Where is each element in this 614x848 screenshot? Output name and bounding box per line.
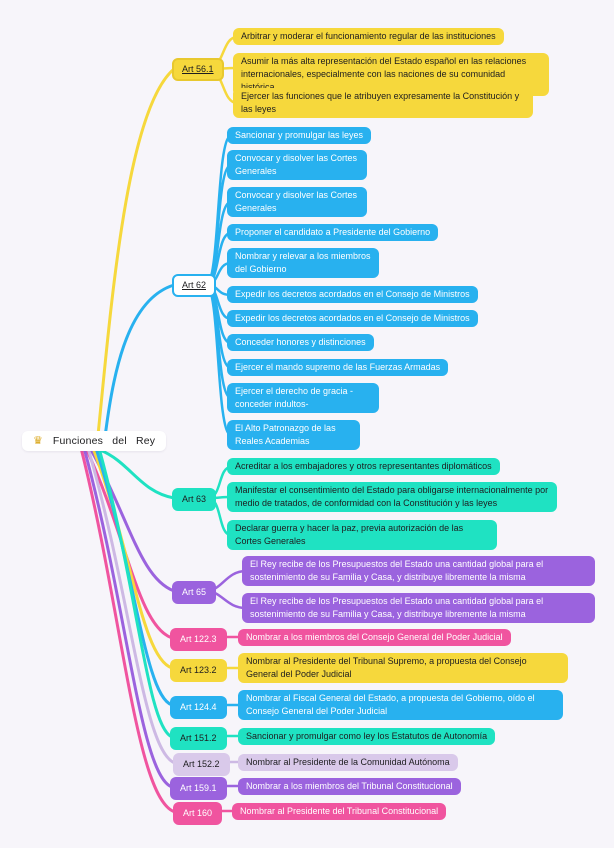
node-art159-child[interactable]: Nombrar a los miembros del Tribunal Cons… xyxy=(238,778,461,795)
connector-root-art122 xyxy=(84,446,174,640)
node-art123-child[interactable]: Nombrar al Presidente del Tribunal Supre… xyxy=(238,653,568,683)
node-art151-child[interactable]: Sancionar y promulgar como ley los Estat… xyxy=(238,728,496,745)
branch-label-art-56-1[interactable]: Art 56.1 xyxy=(172,58,224,81)
node-art62-child-4[interactable]: Proponer el candidato a Presidente del G… xyxy=(227,224,439,241)
node-art152-child[interactable]: Nombrar al Presidente de la Comunidad Au… xyxy=(238,754,458,771)
node-art62-child-1[interactable]: Sancionar y promulgar las leyes xyxy=(227,127,372,144)
connector-root-art151 xyxy=(97,446,174,739)
node-art62-child-10[interactable]: Ejercer el derecho de gracia -conceder i… xyxy=(227,383,379,413)
node-art56-child-3[interactable]: Ejercer las funciones que le atribuyen e… xyxy=(233,88,533,118)
connector-root-art159 xyxy=(82,446,174,789)
node-art62-child-7[interactable]: Expedir los decretos acordados en el Con… xyxy=(227,310,478,327)
node-art62-child-2[interactable]: Convocar y disolver las Cortes Generales xyxy=(227,150,367,180)
node-art65-child-1[interactable]: El Rey recibe de los Presupuestos del Es… xyxy=(242,556,595,586)
branch-label-art-152-2[interactable]: Art 152.2 xyxy=(173,753,230,776)
connector-art62-child xyxy=(204,283,233,437)
node-art122-child[interactable]: Nombrar a los miembros del Consejo Gener… xyxy=(238,629,511,646)
branch-label-art-151-2[interactable]: Art 151.2 xyxy=(170,727,227,750)
node-art63-child-2[interactable]: Manifestar el consentimiento del Estado … xyxy=(227,482,557,512)
branch-label-art-65[interactable]: Art 65 xyxy=(172,581,217,604)
node-art63-child-3[interactable]: Declarar guerra y hacer la paz, previa a… xyxy=(227,520,497,550)
node-art62-child-8[interactable]: Conceder honores y distinciones xyxy=(227,334,374,351)
connector-root-art152 xyxy=(86,446,177,765)
branch-label-art-124-4[interactable]: Art 124.4 xyxy=(170,696,227,719)
node-art124-child[interactable]: Nombrar al Fiscal General del Estado, a … xyxy=(238,690,563,720)
node-art56-child-1[interactable]: Arbitrar y moderar el funcionamiento reg… xyxy=(233,28,504,45)
node-art160-child[interactable]: Nombrar al Presidente del Tribunal Const… xyxy=(232,803,447,820)
branch-label-art-159-1[interactable]: Art 159.1 xyxy=(170,777,227,800)
node-art62-child-6[interactable]: Expedir los decretos acordados en el Con… xyxy=(227,286,478,303)
root-node-label: Funciones del Rey xyxy=(52,435,156,447)
connector-root-art56 xyxy=(95,67,176,447)
branch-label-art-160[interactable]: Art 160 xyxy=(173,802,223,825)
branch-label-art-63[interactable]: Art 63 xyxy=(172,488,217,511)
node-art62-child-9[interactable]: Ejercer el mando supremo de las Fuerzas … xyxy=(227,359,449,376)
node-art62-child-3[interactable]: Convocar y disolver las Cortes Generales xyxy=(227,187,367,217)
branch-label-art-122-3[interactable]: Art 122.3 xyxy=(170,628,227,651)
connector-root-art160 xyxy=(79,446,177,814)
root-node[interactable]: ♛ Funciones del Rey xyxy=(22,431,167,451)
node-art65-child-2[interactable]: El Rey recibe de los Presupuestos del Es… xyxy=(242,593,595,623)
node-art62-child-11[interactable]: El Alto Patronazgo de las Reales Academi… xyxy=(227,420,360,450)
connector-root-art63 xyxy=(98,448,176,500)
branch-label-art-62[interactable]: Art 62 xyxy=(172,274,217,297)
node-art62-child-5[interactable]: Nombrar y relevar a los miembros del Gob… xyxy=(227,248,379,278)
connector-root-art62 xyxy=(102,283,176,447)
node-art63-child-1[interactable]: Acreditar a los embajadores y otros repr… xyxy=(227,458,500,475)
crown-icon: ♛ xyxy=(33,434,43,447)
branch-label-art-123-2[interactable]: Art 123.2 xyxy=(170,659,227,682)
